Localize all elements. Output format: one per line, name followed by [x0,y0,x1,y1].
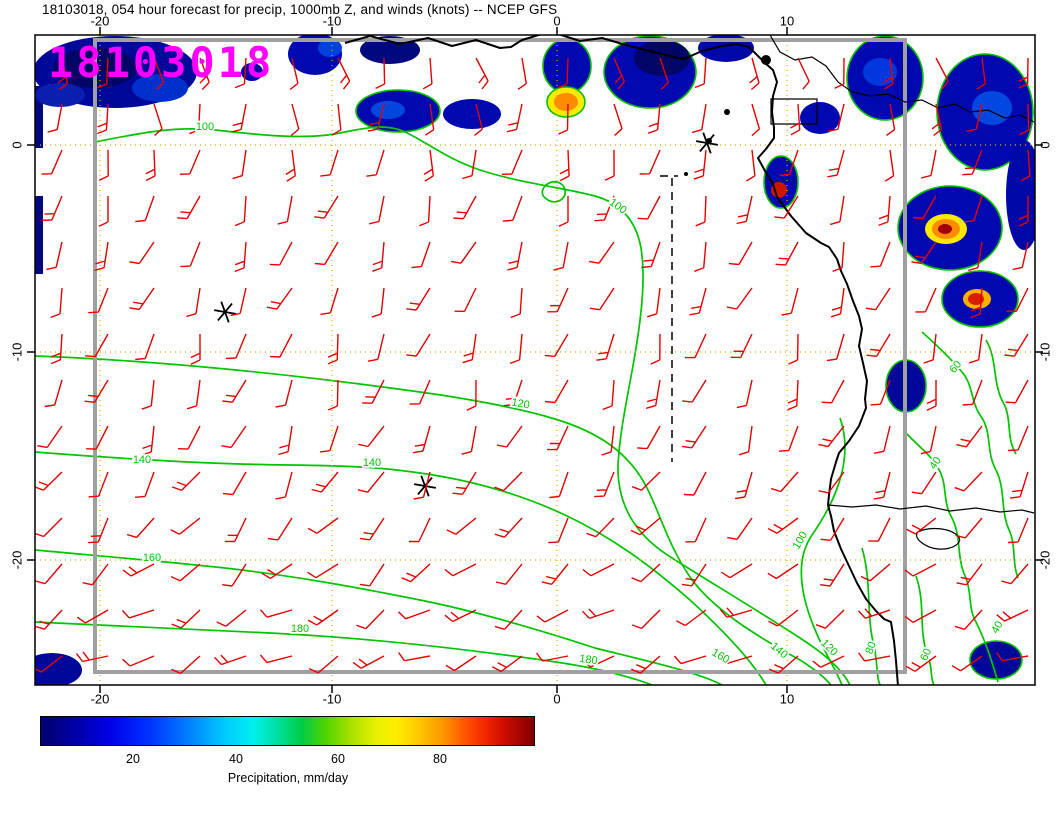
y-tick-right-2: -10 [1037,342,1053,362]
precip-layer [35,35,1035,685]
svg-text:40: 40 [989,619,1006,636]
coastline-layer [344,35,1035,685]
colorbar-label: Precipitation, mm/day [227,771,349,785]
svg-text:60: 60 [918,647,934,663]
x-tick-bottom-1: -20 [90,691,110,707]
height-contour-layer [35,126,1019,685]
y-tick-left-1: 0 [9,141,25,149]
x-tick-bottom-4: 10 [779,691,795,707]
x-tick-top-2: -10 [322,13,342,29]
island-marker [214,301,236,323]
svg-text:60: 60 [947,359,964,376]
svg-text:120: 120 [510,397,530,412]
x-tick-top-1: -20 [90,13,110,29]
colorbar-tick-20: 20 [126,752,140,766]
svg-text:140: 140 [363,457,381,469]
svg-text:160: 160 [143,552,161,564]
axis-ticks [27,27,1043,693]
island-marker [414,475,436,497]
precip-colorbar [40,716,535,746]
wind-barb-layer [35,57,1031,675]
x-tick-bottom-2: -10 [322,691,342,707]
svg-text:180: 180 [291,623,309,635]
y-tick-left-2: -10 [9,342,25,362]
colorbar-tick-40: 40 [229,752,243,766]
figure-title: 18103018, 054 hour forecast for precip, … [42,2,558,17]
svg-text:140: 140 [133,454,151,466]
colorbar-tick-60: 60 [331,752,345,766]
y-tick-right-1: 0 [1037,141,1053,149]
svg-text:180: 180 [578,653,598,667]
island-marker [696,132,718,154]
run-timestamp-stamp: 18103018 [48,38,275,87]
svg-text:80: 80 [863,640,878,656]
svg-text:100: 100 [196,121,214,133]
colorbar-tick-80: 80 [433,752,447,766]
latlon-grid [35,35,1035,685]
y-tick-left-3: -20 [9,550,25,570]
map-frame [34,34,1036,686]
svg-text:120: 120 [818,637,839,658]
x-tick-bottom-3: 0 [553,691,561,707]
model-domain-box [93,38,907,674]
svg-text:100: 100 [791,530,811,552]
y-tick-right-3: -20 [1037,550,1053,570]
x-tick-top-4: 10 [779,13,795,29]
x-tick-top-3: 0 [553,13,561,29]
